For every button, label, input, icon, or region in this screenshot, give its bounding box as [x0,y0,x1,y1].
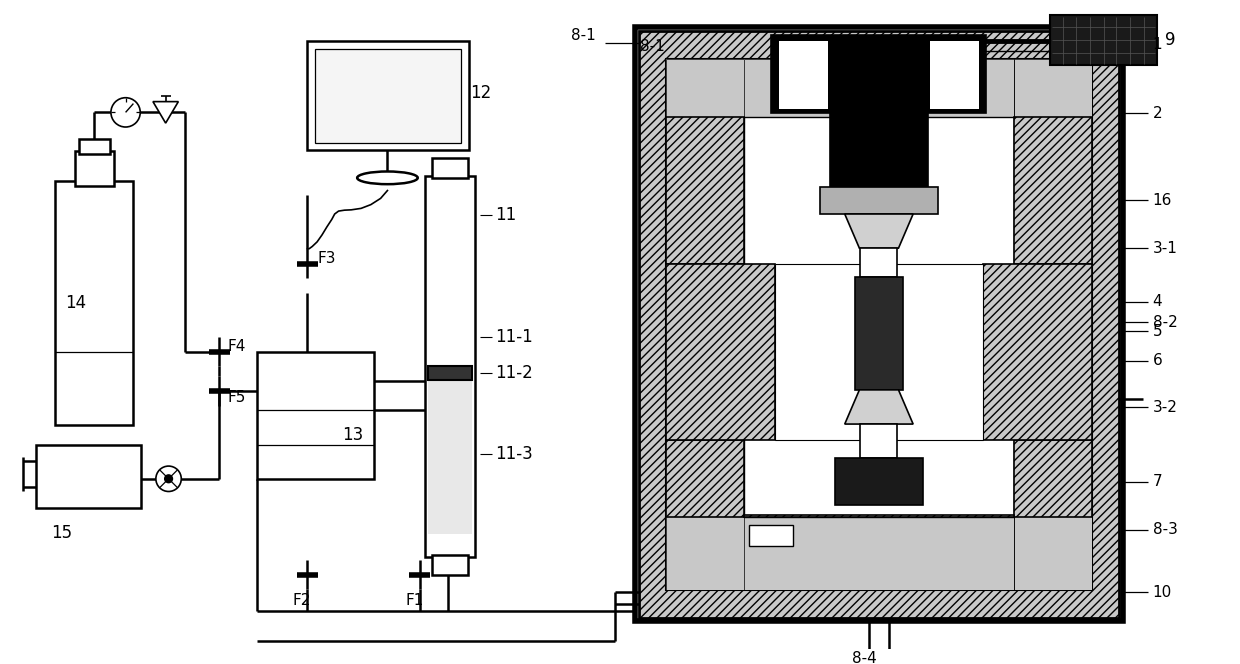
Bar [424,176,475,557]
Bar [666,58,744,590]
Bar [744,118,1014,517]
Bar [666,58,744,590]
Polygon shape [930,41,978,110]
Text: 14: 14 [64,294,86,312]
Text: 7: 7 [1152,474,1162,489]
Bar [749,525,792,546]
Bar [744,58,1014,118]
Text: F5: F5 [227,390,246,405]
Polygon shape [844,390,913,424]
Text: 8-1: 8-1 [640,39,665,54]
Bar [744,58,1014,118]
Text: 8-2: 8-2 [1152,315,1177,330]
Polygon shape [153,102,179,123]
Circle shape [165,475,172,483]
Text: 1: 1 [1152,37,1162,52]
Text: 6: 6 [1152,353,1162,368]
Polygon shape [779,41,828,110]
Text: F2: F2 [293,594,311,608]
Bar [835,458,923,505]
Text: 12: 12 [470,84,492,102]
Text: F3: F3 [317,252,336,266]
Circle shape [156,466,181,491]
Bar [821,187,937,214]
Text: 11-1: 11-1 [495,328,533,346]
Polygon shape [844,214,913,248]
Bar [666,58,1092,590]
Bar [315,49,461,143]
Text: 15: 15 [51,523,72,542]
Bar [1050,15,1157,66]
Bar [1014,58,1092,590]
Text: 13: 13 [342,426,363,444]
Bar [744,515,1014,517]
Bar [775,264,982,440]
Bar [1014,440,1092,517]
Text: 5: 5 [1152,324,1162,339]
Text: 8-3: 8-3 [1152,522,1178,537]
Text: 11-3: 11-3 [495,446,533,463]
Bar [861,424,898,458]
Bar [257,352,373,479]
Bar [56,181,134,425]
Bar [433,158,467,178]
Text: F1: F1 [405,594,423,608]
Bar [1014,58,1092,590]
Bar [861,248,898,278]
Circle shape [110,98,140,127]
Bar [36,445,141,508]
Bar [854,278,904,390]
Text: 3-1: 3-1 [1152,240,1178,256]
Bar [78,139,110,155]
Bar [433,555,467,574]
Bar [666,440,744,517]
Bar [635,27,1123,622]
Bar [308,41,469,151]
Bar [666,264,775,440]
Bar [1014,118,1092,264]
Bar [666,118,744,264]
Bar [982,264,1092,440]
Text: 2: 2 [1152,106,1162,121]
Text: 3-2: 3-2 [1152,400,1178,415]
Text: 9: 9 [1166,31,1176,49]
Text: 11-2: 11-2 [495,365,533,382]
Bar [428,380,472,535]
Text: 4: 4 [1152,294,1162,309]
Bar [428,367,472,380]
Bar [74,151,114,186]
Bar [744,517,1014,590]
Text: F4: F4 [227,339,246,355]
Text: 8-4: 8-4 [852,651,877,664]
Text: 8-1: 8-1 [572,28,596,42]
Text: 16: 16 [1152,193,1172,208]
Text: 11: 11 [495,206,516,224]
Bar [639,31,1120,618]
Polygon shape [771,35,986,187]
Ellipse shape [357,171,418,184]
Text: 10: 10 [1152,584,1172,600]
Bar [744,517,1014,590]
